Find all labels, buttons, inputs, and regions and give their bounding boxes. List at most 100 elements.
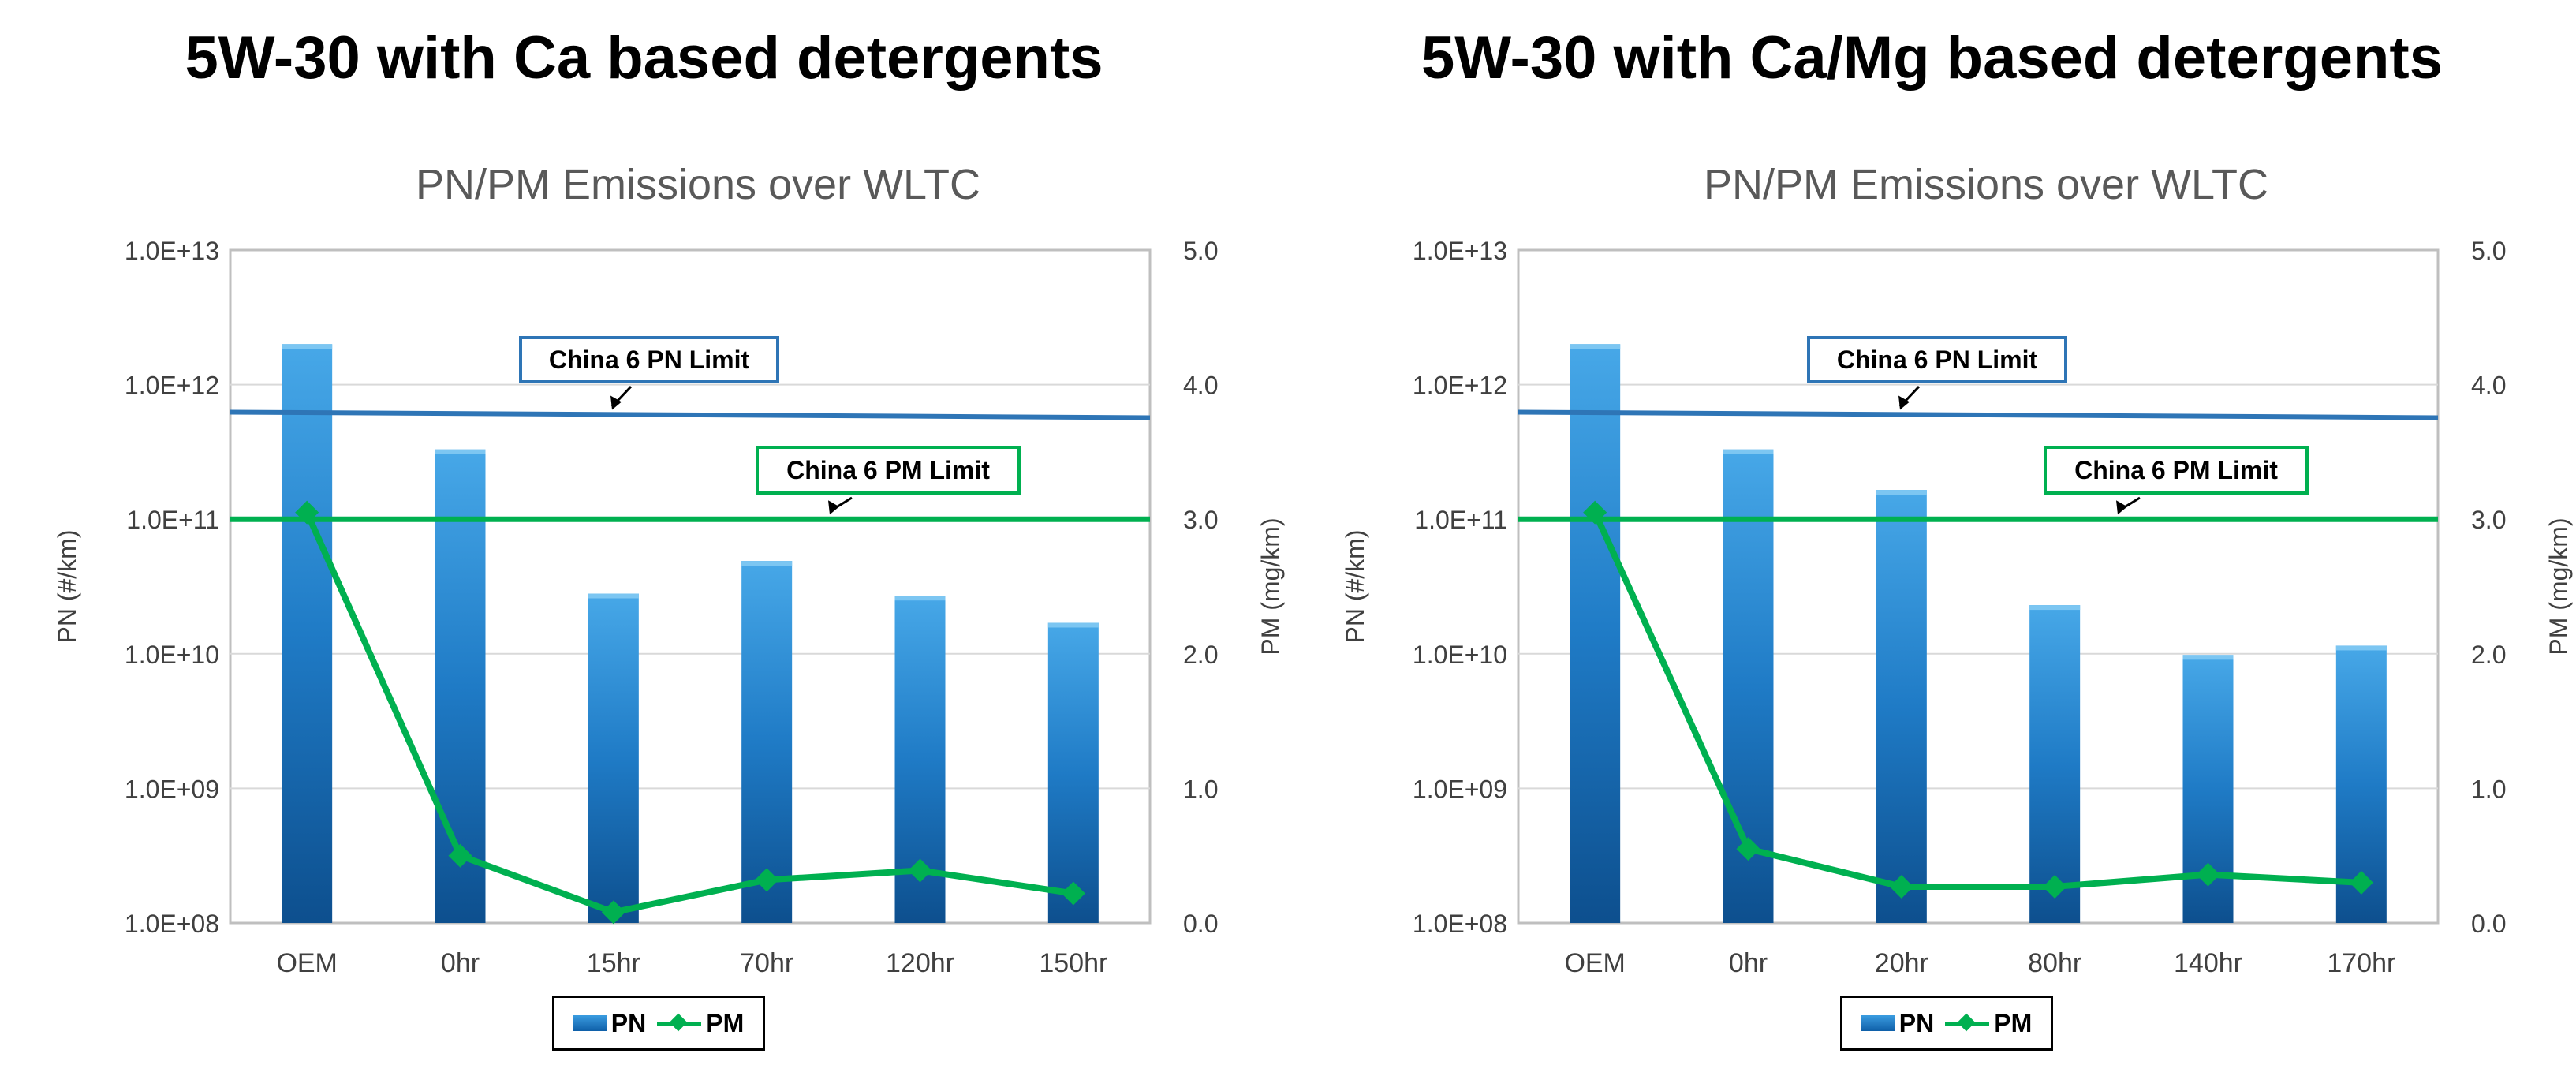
- pm-point: [908, 858, 932, 883]
- y-right-axis-title: PM (mg/km): [2544, 517, 2573, 655]
- pm-limit-label: China 6 PM Limit: [786, 456, 990, 484]
- y-left-tick-label: 1.0E+08: [1413, 910, 1507, 938]
- panel-title: 5W-30 with Ca/Mg based detergents: [1421, 24, 2443, 92]
- x-tick-label: 20hr: [1875, 948, 1928, 978]
- pn-bar: [588, 593, 639, 923]
- x-tick-label: 80hr: [2028, 948, 2081, 978]
- pn-bar-cap: [1570, 344, 1621, 349]
- x-tick-label: OEM: [1564, 948, 1625, 978]
- y-right-tick-label: 3.0: [2471, 506, 2506, 534]
- pn-bar-cap: [2182, 655, 2234, 660]
- x-tick-label: 120hr: [886, 948, 954, 978]
- legend-item-pn: PN: [1861, 1009, 1934, 1038]
- legend-label-pn: PN: [1898, 1008, 1935, 1037]
- pn-bar: [1876, 490, 1927, 923]
- y-left-tick-label: 1.0E+11: [126, 506, 219, 534]
- legend-item-pm: PM: [1945, 1009, 2032, 1038]
- x-tick-label: 0hr: [441, 948, 480, 978]
- pm-limit-arrowhead: [2116, 500, 2127, 515]
- pm-point: [2043, 874, 2067, 899]
- y-left-tick-label: 1.0E+09: [125, 775, 219, 803]
- y-right-tick-label: 1.0: [2471, 775, 2506, 803]
- legend-bar-swatch: [1861, 1015, 1895, 1031]
- legend-item-pn: PN: [573, 1009, 646, 1038]
- y-right-tick-label: 2.0: [1183, 641, 1218, 669]
- x-tick-label: 150hr: [1039, 948, 1107, 978]
- y-right-tick-label: 4.0: [2471, 372, 2506, 400]
- pm-limit-arrowhead: [828, 500, 839, 515]
- pn-limit-label: China 6 PN Limit: [549, 346, 750, 374]
- pm-limit-callout-box: [756, 446, 1021, 495]
- legend-label-pm: PM: [1994, 1008, 2033, 1037]
- pn-bar: [2029, 605, 2081, 923]
- pm-series-line: [304, 511, 1074, 916]
- legend-item-pm: PM: [657, 1009, 744, 1038]
- pn-bar: [1047, 622, 1099, 923]
- legend-line-swatch: [657, 1015, 702, 1031]
- pn-bar-cap: [435, 449, 486, 454]
- y-left-tick-label: 1.0E+13: [1413, 237, 1507, 265]
- pn-bar-cap: [588, 593, 639, 599]
- pn-limit-line: [230, 409, 1151, 420]
- pn-bar-cap: [282, 344, 333, 349]
- pm-series-line: [1592, 511, 2362, 890]
- panel-title: 5W-30 with Ca based detergents: [185, 24, 1103, 92]
- chart-legend: PN PM: [552, 996, 765, 1051]
- chart-panel-right: 5W-30 with Ca/Mg based detergents 1.0E+0…: [1288, 0, 2576, 1076]
- pm-point: [1736, 837, 1760, 861]
- y-left-tick-label: 1.0E+08: [125, 910, 219, 938]
- pm-point: [1889, 874, 1913, 899]
- x-tick-label: 70hr: [740, 948, 793, 978]
- pn-limit-line: [1518, 409, 2439, 420]
- pn-limit-callout-box: [519, 336, 779, 383]
- chart-svg: 1.0E+08 1.0E+09 1.0E+10 1.0E+11 1.0E+12 1.0E+…: [1341, 161, 2573, 978]
- pn-bar-cap: [1723, 449, 1774, 454]
- x-tick-label: 170hr: [2327, 948, 2395, 978]
- pn-limit-label: China 6 PN Limit: [1837, 346, 2038, 374]
- y-right-axis-title: PM (mg/km): [1256, 517, 1285, 655]
- pn-bar-cap: [2029, 605, 2081, 611]
- chart-title: PN/PM Emissions over WLTC: [416, 161, 980, 208]
- y-right-tick-label: 2.0: [2471, 641, 2506, 669]
- pn-limit-arrowhead: [610, 395, 622, 410]
- legend-bar-swatch: [573, 1015, 607, 1031]
- pm-limit-label: China 6 PM Limit: [2074, 456, 2278, 484]
- legend-label-pn: PN: [610, 1008, 647, 1037]
- chart-panel-left: 5W-30 with Ca based detergents 1.0E+08 1.…: [0, 0, 1288, 1076]
- pn-limit-callout-box: [1807, 336, 2067, 383]
- x-tick-label: 140hr: [2174, 948, 2242, 978]
- pm-point: [448, 843, 472, 868]
- pm-point: [1583, 500, 1607, 525]
- y-left-axis-title: PN (#/km): [1341, 530, 1369, 644]
- y-left-tick-label: 1.0E+12: [125, 372, 219, 400]
- legend-line-swatch: [1945, 1015, 1990, 1031]
- pn-bar: [282, 344, 333, 924]
- pm-point: [601, 900, 625, 925]
- pn-bar-cap: [1047, 622, 1099, 628]
- y-right-tick-label: 0.0: [1183, 910, 1218, 938]
- pm-point: [755, 868, 779, 892]
- x-tick-label: OEM: [276, 948, 337, 978]
- y-right-tick-label: 3.0: [1183, 506, 1218, 534]
- y-left-tick-label: 1.0E+10: [125, 641, 219, 669]
- y-right-tick-label: 1.0: [1183, 775, 1218, 803]
- y-left-axis-title: PN (#/km): [53, 530, 81, 644]
- pn-bar: [1570, 344, 1621, 924]
- pm-point: [2349, 870, 2373, 895]
- y-left-tick-label: 1.0E+09: [1413, 775, 1507, 803]
- legend-label-pm: PM: [706, 1008, 745, 1037]
- y-left-tick-label: 1.0E+10: [1413, 641, 1507, 669]
- x-tick-label: 15hr: [587, 948, 640, 978]
- pm-point: [2196, 862, 2220, 887]
- y-right-tick-label: 4.0: [1183, 372, 1218, 400]
- chart-legend: PN PM: [1840, 996, 2053, 1051]
- y-left-tick-label: 1.0E+12: [1413, 372, 1507, 400]
- y-right-tick-label: 0.0: [2471, 910, 2506, 938]
- pn-bar-cap: [2335, 645, 2387, 651]
- pn-bar-cap: [1876, 490, 1927, 495]
- pn-limit-arrowhead: [1898, 395, 1910, 410]
- pn-bar: [741, 561, 793, 923]
- x-tick-label: 0hr: [1729, 948, 1768, 978]
- chart-svg: 1.0E+08 1.0E+09 1.0E+10 1.0E+11 1.0E+12 1.0E+…: [53, 161, 1285, 978]
- y-right-tick-label: 5.0: [1183, 237, 1218, 265]
